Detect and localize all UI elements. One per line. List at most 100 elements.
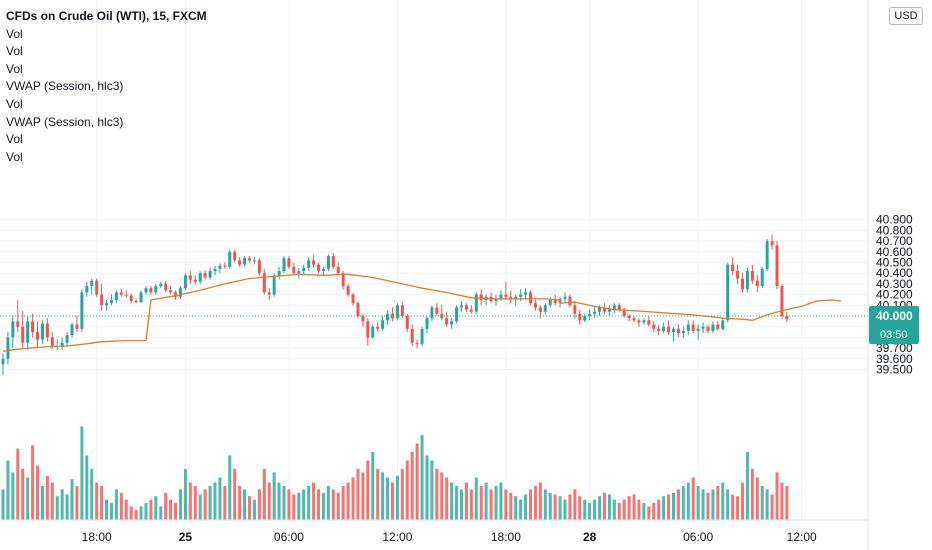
volume-bar xyxy=(390,482,394,520)
candle-body xyxy=(642,320,646,323)
candle-body xyxy=(341,273,345,287)
candle xyxy=(65,332,69,346)
volume-bar xyxy=(90,469,94,520)
volume-bar xyxy=(721,482,725,520)
candle xyxy=(716,321,720,331)
legend-item[interactable]: Vol xyxy=(6,96,23,111)
volume-bar xyxy=(529,489,533,520)
volume-bar xyxy=(519,499,523,520)
volume-bar xyxy=(257,489,261,520)
candle xyxy=(514,294,518,306)
candle xyxy=(430,305,434,322)
candle xyxy=(26,316,30,351)
volume-bar xyxy=(361,472,365,520)
volume-bar xyxy=(60,489,64,520)
candle xyxy=(213,265,217,276)
candle xyxy=(60,337,64,351)
candle xyxy=(780,283,784,320)
legend-item[interactable]: Vol xyxy=(6,149,23,164)
volume-bar xyxy=(183,469,187,520)
candle xyxy=(440,305,444,321)
candle-body xyxy=(218,265,222,269)
volume-bar xyxy=(351,477,355,520)
volume-bar xyxy=(105,499,109,520)
candle-body xyxy=(336,266,340,274)
candle xyxy=(455,305,459,324)
legend-item[interactable]: Vol xyxy=(6,61,23,76)
volume-bar xyxy=(307,486,311,520)
volume-bar xyxy=(331,489,335,520)
volume-bar xyxy=(701,489,705,520)
candle xyxy=(114,290,118,304)
price-axis[interactable]: 40.90040.80040.70040.60040.50040.40040.3… xyxy=(876,213,913,377)
volume-bar xyxy=(11,472,15,520)
price-tag-bg xyxy=(869,306,919,344)
volume-bar xyxy=(612,499,616,520)
time-tick-label: 12:00 xyxy=(787,530,817,544)
candle-body xyxy=(667,326,671,333)
volume-bar xyxy=(573,489,577,520)
candle xyxy=(568,294,572,308)
candle-body xyxy=(50,337,54,346)
candle-body xyxy=(282,258,286,272)
candle xyxy=(292,262,296,276)
volume-bar xyxy=(341,486,345,520)
volume-bar xyxy=(203,489,207,520)
candle xyxy=(420,326,424,346)
candle-body xyxy=(671,328,675,333)
candle xyxy=(277,266,281,280)
candle xyxy=(144,286,148,295)
legend-item[interactable]: VWAP (Session, hlc3) xyxy=(6,79,124,94)
candle-body xyxy=(193,279,197,282)
volume-bar xyxy=(627,496,631,520)
legend-item[interactable]: Vol xyxy=(6,132,23,147)
time-tick-label: 25 xyxy=(179,530,193,544)
candle-body xyxy=(780,286,784,316)
candle-body xyxy=(331,256,335,267)
volume-bar xyxy=(568,494,572,520)
volume-bar xyxy=(538,482,542,520)
candle-body xyxy=(420,328,424,344)
candle-body xyxy=(657,328,661,331)
candle-body xyxy=(75,324,79,329)
candle xyxy=(632,316,636,323)
candle xyxy=(321,266,325,276)
volume-bar xyxy=(75,486,79,520)
candle xyxy=(31,313,35,338)
candle xyxy=(1,353,5,375)
candle-body xyxy=(129,295,133,302)
currency-button[interactable]: USD xyxy=(889,7,923,25)
volume-bar xyxy=(696,486,700,520)
volume-bar xyxy=(553,494,557,520)
candle-body xyxy=(149,288,153,293)
candle-body xyxy=(731,264,735,272)
candle xyxy=(218,263,222,274)
candle-body xyxy=(312,260,316,265)
volume-bar xyxy=(356,469,360,520)
volume-bar xyxy=(100,486,104,520)
volume-bar xyxy=(667,494,671,520)
candle-body xyxy=(144,288,148,293)
symbol-title[interactable]: CFDs on Crude Oil (WTI), 15, FXCM xyxy=(6,9,207,23)
time-axis[interactable]: 18:00 25 06:00 12:00 18:00 28 06:00 12:00 xyxy=(82,530,817,544)
volume-bar xyxy=(55,496,59,520)
volume-bar xyxy=(647,506,651,520)
legend-item[interactable]: Vol xyxy=(6,26,23,41)
volume-bar xyxy=(134,509,138,520)
volume-bar xyxy=(622,499,626,520)
candle-body xyxy=(765,241,769,269)
candle-body xyxy=(169,290,173,293)
candle xyxy=(425,316,429,334)
candle-body xyxy=(716,324,720,329)
candle-body xyxy=(602,307,606,312)
candle-body xyxy=(593,311,597,314)
legend-item[interactable]: Vol xyxy=(6,44,23,59)
candle-body xyxy=(529,292,533,304)
legend-item[interactable]: VWAP (Session, hlc3) xyxy=(6,114,124,129)
candle-body xyxy=(80,292,84,329)
vwap-line xyxy=(2,273,842,352)
candle xyxy=(341,271,345,290)
volume-bar xyxy=(435,469,439,520)
candle xyxy=(731,257,735,276)
